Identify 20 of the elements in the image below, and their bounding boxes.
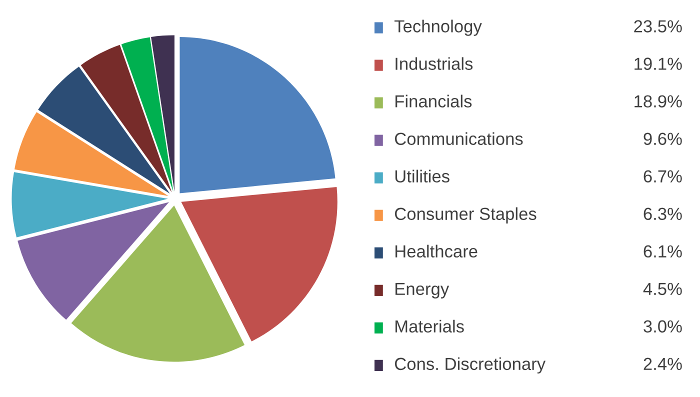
legend-label: Technology <box>394 20 482 36</box>
data-label: 3.0% <box>644 320 682 333</box>
legend-label: Utilities <box>395 170 450 183</box>
legend-label: Industrials <box>396 57 473 70</box>
data-label: 18.9% <box>634 95 682 108</box>
legend-label: Materials <box>396 320 464 333</box>
legend-label: Financials <box>396 94 472 108</box>
legend-label: Consumer Staples <box>394 207 536 224</box>
data-label: 19.1% <box>634 58 682 70</box>
legend-label: Energy <box>396 282 450 298</box>
data-label: 2.4% <box>644 358 682 370</box>
legend-label: Communications <box>394 132 523 145</box>
legend-label: Healthcare <box>396 244 478 258</box>
data-label: 9.6% <box>644 132 682 145</box>
data-label: 6.7% <box>644 170 682 183</box>
data-label: 23.5% <box>634 20 682 32</box>
legend-label: Cons. Discretionary <box>394 357 546 374</box>
data-label: 6.3% <box>644 208 682 220</box>
data-label: 4.5% <box>643 282 682 296</box>
data-label: 6.1% <box>644 245 682 258</box>
